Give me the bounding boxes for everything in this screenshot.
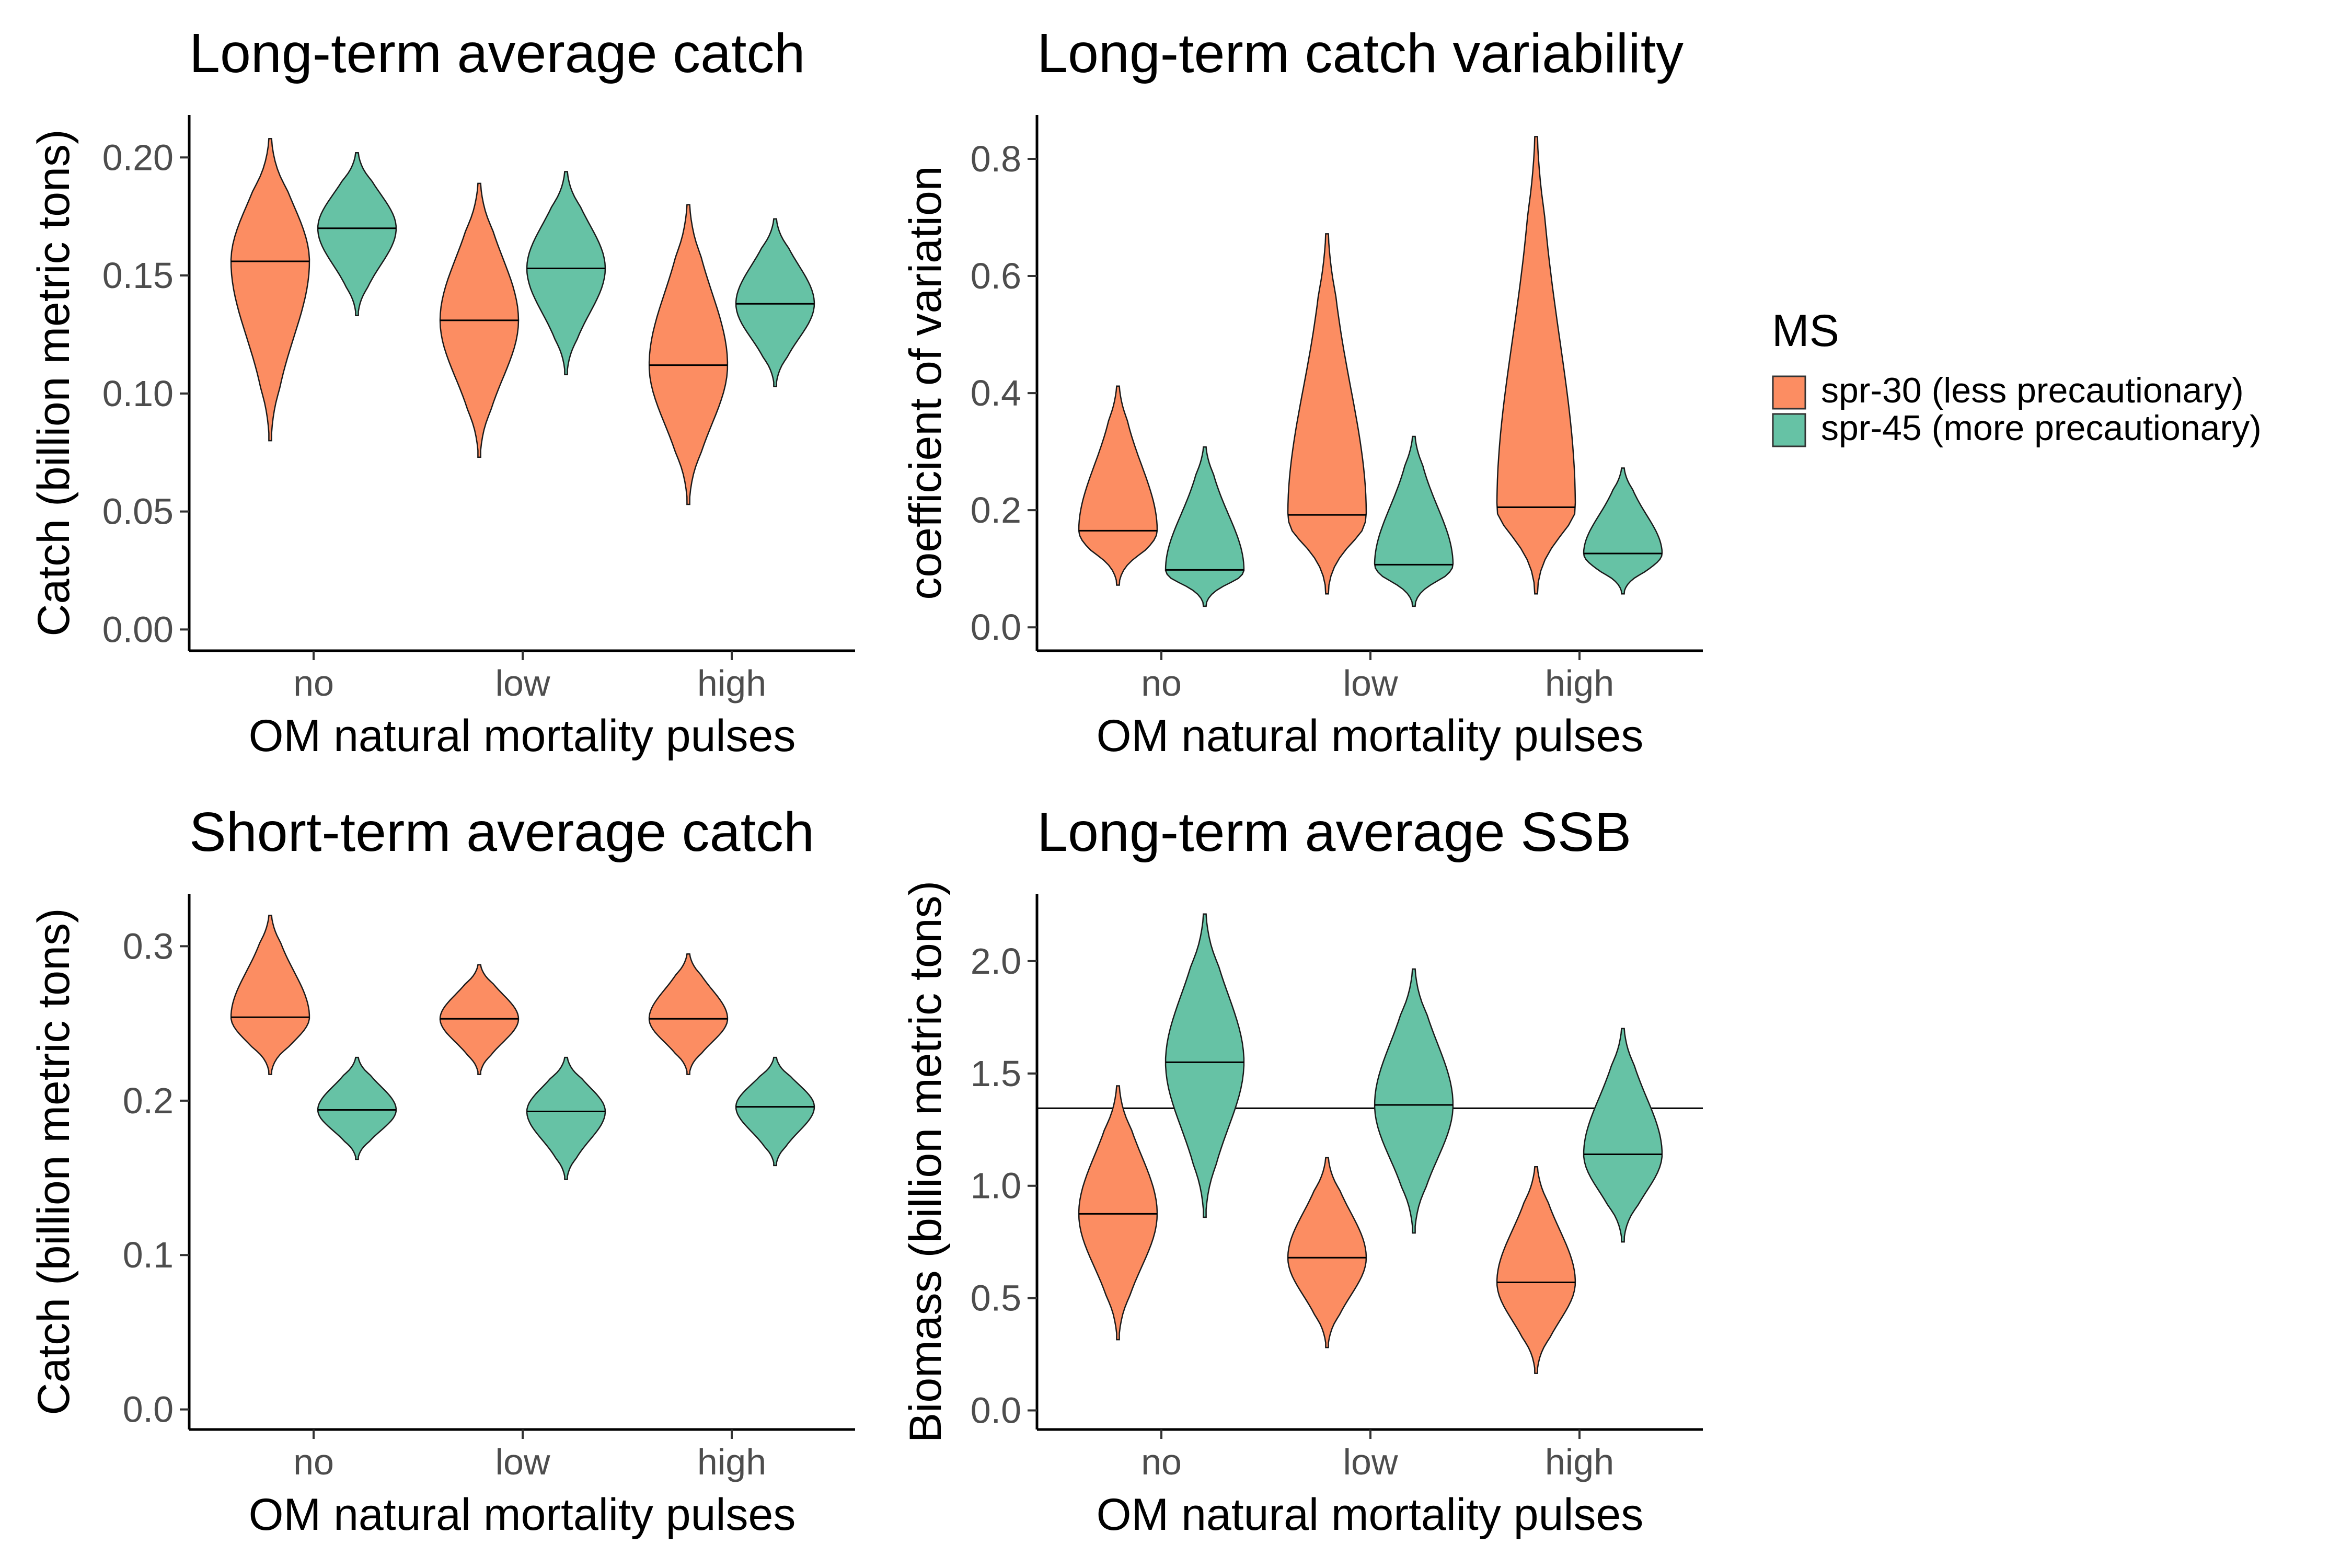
legend-label: spr-30 (less precautionary): [1821, 371, 2244, 410]
panel-title: Short-term average catch: [189, 801, 814, 863]
violin-spr30-high: [648, 953, 729, 1075]
y-tick-label: 0.0: [971, 1390, 1021, 1431]
legend-swatch: [1772, 413, 1806, 447]
x-tick-label: high: [697, 663, 766, 704]
violin-spr45-low: [1374, 968, 1454, 1234]
y-tick-label: 0.8: [971, 139, 1021, 179]
violin-spr30-no: [1078, 1085, 1158, 1341]
violin-spr45-high: [735, 218, 815, 387]
y-tick-label: 1.5: [971, 1053, 1021, 1094]
violin-spr45-high: [1583, 467, 1663, 595]
violin-spr45-high: [1583, 1028, 1663, 1243]
y-axis-label: coefficient of variation: [901, 166, 951, 599]
y-tick-label: 0.20: [102, 137, 174, 178]
chart-panel-3: Short-term average catch 0.0 0.1 0.2 0.3 no lo…: [29, 801, 855, 1540]
x-tick-label: no: [1141, 1442, 1182, 1482]
y-axis-label: Catch (billion metric tons): [29, 129, 79, 636]
y-tick-label: 0.3: [123, 926, 174, 966]
y-tick-label: 0.1: [123, 1235, 174, 1275]
x-axis-label: OM natural mortality pulses: [1097, 711, 1644, 761]
y-tick-label: 1.0: [971, 1166, 1021, 1206]
violin-spr30-no: [230, 137, 310, 442]
y-axis-label: Biomass (billion metric tons): [901, 881, 951, 1443]
x-tick-label: no: [1141, 663, 1182, 704]
violin-spr45-low: [526, 171, 606, 375]
x-tick-label: no: [293, 1442, 334, 1482]
x-tick-label: low: [495, 1442, 550, 1482]
panel-title: Long-term catch variability: [1037, 22, 1684, 84]
violin-spr45-no: [317, 152, 397, 317]
y-tick-label: 0.00: [102, 609, 174, 650]
chart-panel-2: Long-term catch variability 0.0 0.2 0.4 0.6 0…: [901, 22, 1703, 761]
x-tick-label: low: [1343, 663, 1398, 704]
panel-title: Long-term average SSB: [1037, 801, 1631, 863]
y-tick-label: 0.2: [971, 490, 1021, 531]
violin-spr30-low: [1287, 233, 1367, 595]
legend-title: MS: [1772, 306, 1839, 356]
legend: MS spr-30 (less precautionary)spr-45 (mor…: [1772, 306, 2262, 448]
chart-panel-4: Long-term average SSB 0.0 0.5 1.0 1.5 2.0 no lo…: [901, 801, 1703, 1540]
y-tick-label: 0.10: [102, 373, 174, 414]
x-axis-label: OM natural mortality pulses: [1097, 1490, 1644, 1540]
panel-title: Long-term average catch: [189, 22, 805, 84]
x-tick-label: high: [1545, 663, 1614, 704]
violin-spr30-no: [1078, 385, 1158, 586]
x-tick-label: low: [1343, 1442, 1398, 1482]
y-tick-label: 0.6: [971, 256, 1021, 296]
x-axis-label: OM natural mortality pulses: [249, 1490, 796, 1540]
chart-panel-1: Long-term average catch 0.00 0.05 0.10 0.15 0…: [29, 22, 855, 761]
y-tick-label: 0.0: [123, 1389, 174, 1430]
legend-swatch: [1772, 375, 1806, 410]
y-tick-label: 2.0: [971, 941, 1021, 982]
violin-spr45-no: [317, 1056, 397, 1160]
y-tick-label: 0.15: [102, 255, 174, 296]
violin-spr30-high: [1496, 1166, 1576, 1374]
violin-spr45-no: [1165, 913, 1245, 1218]
x-tick-label: high: [1545, 1442, 1614, 1482]
violin-spr45-no: [1165, 446, 1245, 607]
violin-spr45-low: [1374, 435, 1454, 607]
x-tick-label: high: [697, 1442, 766, 1482]
violin-spr45-high: [735, 1056, 815, 1167]
y-tick-label: 0.5: [971, 1278, 1021, 1319]
violin-spr45-low: [526, 1056, 606, 1180]
violin-spr30-low: [1287, 1157, 1367, 1348]
x-tick-label: no: [293, 663, 334, 704]
x-axis-label: OM natural mortality pulses: [249, 711, 796, 761]
y-tick-label: 0.4: [971, 373, 1021, 413]
violin-spr30-no: [230, 915, 310, 1075]
y-tick-label: 0.0: [971, 607, 1021, 648]
y-axis-label: Catch (billion metric tons): [29, 908, 79, 1415]
violin-spr30-high: [1496, 136, 1576, 595]
violin-spr30-high: [648, 204, 729, 505]
y-tick-label: 0.2: [123, 1080, 174, 1121]
x-tick-label: low: [495, 663, 550, 704]
y-tick-label: 0.05: [102, 491, 174, 532]
legend-label: spr-45 (more precautionary): [1821, 408, 2262, 448]
